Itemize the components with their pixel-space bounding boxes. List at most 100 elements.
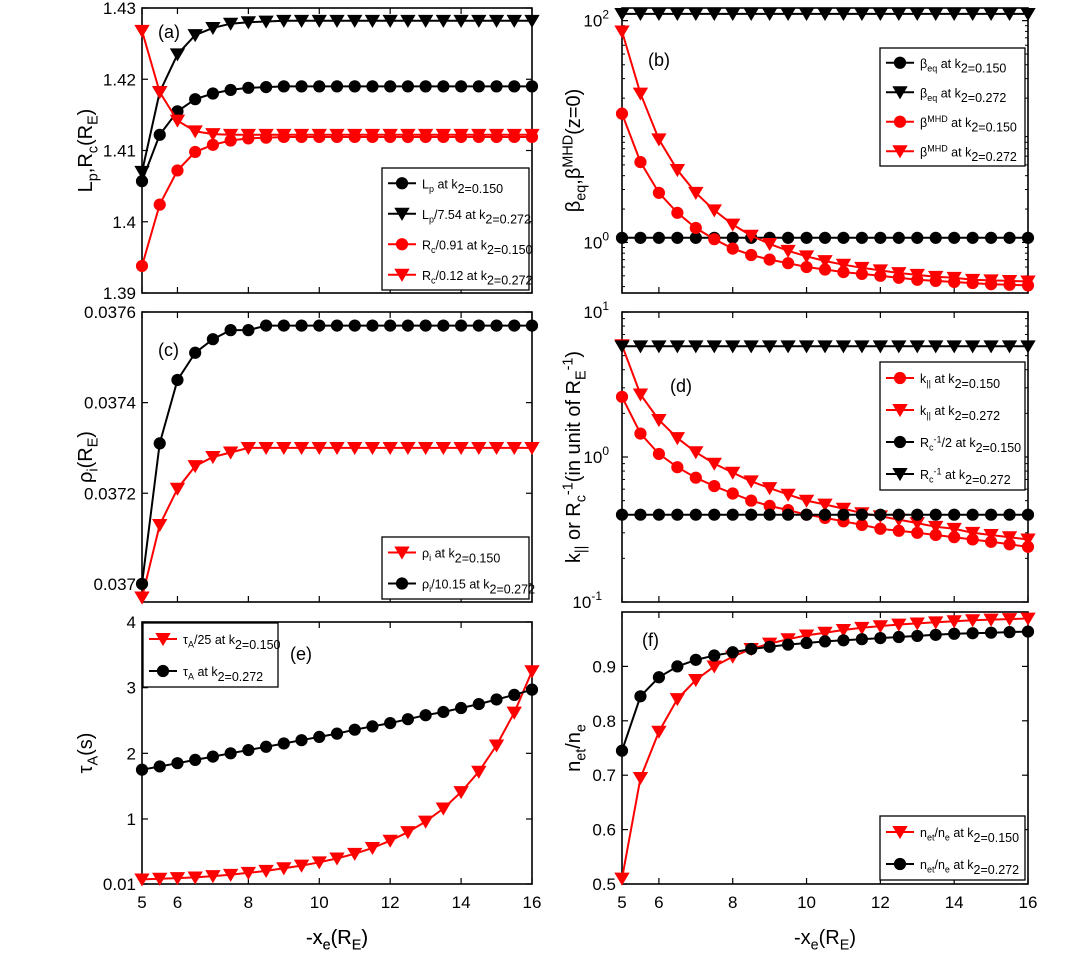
data-point-c-0: [222, 446, 239, 460]
data-point-e-0: [329, 852, 345, 866]
legend-marker-f: [892, 826, 908, 840]
legend-label-d: k|| at k2=0.272: [920, 404, 1000, 423]
legend-marker-c: [394, 546, 410, 560]
data-point-d-1: [780, 488, 796, 502]
panel-label-f: (f): [642, 630, 659, 650]
data-point-e-1: [525, 683, 539, 696]
panel-label-e: (e): [290, 644, 312, 664]
data-point-d-0: [855, 518, 869, 532]
data-point-d-0: [689, 471, 702, 484]
data-point-c-0: [276, 441, 292, 456]
data-point-a-0: [508, 80, 521, 93]
legend-label-f: net/ne at k2=0.272: [920, 858, 1019, 877]
data-point-b-1: [817, 7, 833, 22]
data-point-b-0: [874, 231, 887, 244]
data-point-a-2: [135, 259, 149, 273]
data-point-b-3: [761, 237, 778, 252]
data-point-a-1: [240, 16, 257, 30]
data-point-b-3: [743, 229, 759, 243]
data-point-e-0: [311, 856, 327, 870]
data-point-d-1: [798, 494, 815, 508]
xtick-label-f: 10: [797, 893, 816, 912]
data-point-c-1: [490, 319, 503, 332]
data-point-e-1: [472, 697, 485, 711]
ytick-label-e: 1: [127, 810, 136, 829]
data-point-f-1: [615, 744, 629, 757]
legend-marker-d: [893, 435, 907, 449]
data-point-a-3: [134, 24, 150, 38]
legend-label-b: βMHD at k2=0.150: [920, 114, 1017, 135]
xtick-label-e: 12: [381, 893, 400, 912]
legend-label-b: βeq at k2=0.150: [920, 57, 1006, 76]
data-point-d-2: [689, 508, 702, 521]
data-point-f-0: [1001, 613, 1018, 627]
series-d-3: [614, 340, 1036, 354]
data-point-b-1: [706, 7, 722, 22]
data-point-e-1: [508, 688, 521, 701]
data-point-a-1: [453, 14, 469, 28]
data-point-b-3: [1001, 274, 1018, 289]
data-point-a-0: [313, 80, 326, 93]
data-point-f-0: [651, 725, 667, 739]
data-point-b-0: [634, 231, 647, 244]
data-point-d-2: [984, 508, 998, 521]
data-point-c-0: [258, 441, 274, 456]
data-point-d-1: [761, 482, 778, 496]
legend-marker-a: [395, 177, 409, 190]
data-point-d-2: [745, 508, 758, 521]
data-point-e-0: [205, 870, 221, 884]
data-point-a-1: [400, 14, 416, 28]
y-axis-label-f: net/ne: [563, 724, 590, 772]
data-point-e-0: [488, 739, 505, 753]
data-point-a-0: [259, 80, 273, 94]
data-point-f-0: [964, 614, 981, 628]
data-point-b-2: [634, 156, 647, 169]
legend-label-c: ρi at k2=0.150: [422, 547, 500, 566]
data-point-a-1: [258, 15, 274, 29]
data-point-c-0: [329, 441, 345, 456]
series-e-0: [134, 665, 540, 887]
data-point-a-2: [153, 198, 166, 211]
data-point-f-1: [745, 642, 758, 656]
panel-label-c: (c): [158, 340, 179, 360]
data-point-d-2: [929, 508, 942, 521]
data-point-a-1: [417, 14, 434, 28]
data-point-d-2: [837, 508, 850, 521]
data-point-a-1: [506, 14, 522, 28]
data-point-d-2: [966, 508, 979, 521]
data-point-b-2: [652, 186, 666, 199]
data-point-d-3: [780, 340, 796, 354]
data-point-e-0: [364, 841, 381, 855]
legend-marker-d: [892, 404, 908, 418]
data-point-f-1: [1003, 626, 1016, 639]
data-point-f-1: [708, 649, 721, 662]
data-point-b-0: [948, 231, 961, 244]
data-point-f-1: [948, 627, 961, 640]
data-point-c-1: [171, 373, 184, 387]
data-point-d-2: [708, 508, 721, 521]
y-axis-label-a: Lp,Rc(RE): [75, 109, 102, 193]
data-point-d-2: [1003, 508, 1016, 521]
data-point-b-1: [1001, 7, 1018, 22]
legend-label-b: βeq at k2=0.272: [920, 86, 1006, 105]
data-point-c-0: [453, 441, 469, 456]
data-point-a-3: [364, 128, 381, 142]
data-point-a-2: [189, 145, 202, 159]
legend-c: ρi at k2=0.150 ρi/10.15 at k2=0.272: [381, 536, 535, 600]
data-point-f-1: [929, 628, 942, 641]
data-point-b-2: [671, 206, 684, 219]
data-point-a-1: [169, 48, 186, 62]
data-point-b-2: [708, 233, 721, 246]
ytick-label-d: 100: [583, 444, 609, 467]
xtick-label-e: 10: [310, 893, 329, 912]
data-point-d-3: [614, 340, 630, 354]
data-point-a-1: [329, 14, 345, 28]
ytick-label-f: 0.9: [592, 657, 616, 676]
data-point-c-1: [153, 437, 166, 450]
data-point-e-0: [453, 786, 469, 800]
data-point-d-3: [891, 340, 907, 354]
data-point-d-0: [671, 461, 684, 474]
data-point-f-1: [634, 690, 647, 703]
ytick-label-c: 0.0374: [84, 394, 136, 413]
